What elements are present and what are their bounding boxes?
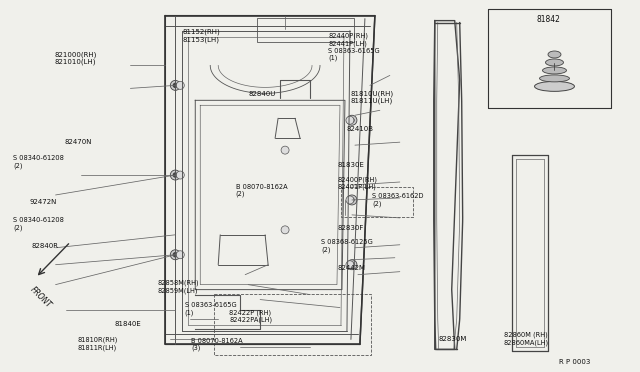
Circle shape xyxy=(176,251,184,259)
Text: 82860M (RH)
82860MA(LH): 82860M (RH) 82860MA(LH) xyxy=(504,332,549,346)
Text: 82858M(RH)
82859M(LH): 82858M(RH) 82859M(LH) xyxy=(157,280,199,294)
Text: 82422P (RH)
82422PA(LH): 82422P (RH) 82422PA(LH) xyxy=(229,310,273,324)
Text: 82442M: 82442M xyxy=(337,265,365,271)
Text: 82410B: 82410B xyxy=(347,126,374,132)
Circle shape xyxy=(170,170,180,180)
Text: 92472N: 92472N xyxy=(29,199,57,205)
Text: 82840U: 82840U xyxy=(248,91,276,97)
Text: S 08340-61208
(2): S 08340-61208 (2) xyxy=(13,155,65,169)
Circle shape xyxy=(347,195,357,205)
Ellipse shape xyxy=(545,59,563,66)
Text: 81840E: 81840E xyxy=(115,321,141,327)
Circle shape xyxy=(347,260,357,270)
Circle shape xyxy=(350,118,354,122)
Text: B 08070-8162A
(2): B 08070-8162A (2) xyxy=(236,184,287,197)
Circle shape xyxy=(350,263,354,267)
Text: 81810U(RH)
81811U(LH): 81810U(RH) 81811U(LH) xyxy=(351,90,394,104)
Circle shape xyxy=(176,81,184,89)
Circle shape xyxy=(170,250,180,260)
Ellipse shape xyxy=(543,67,566,74)
Circle shape xyxy=(350,198,354,202)
Text: S 08363-6165G
(1): S 08363-6165G (1) xyxy=(184,302,236,316)
Ellipse shape xyxy=(548,51,561,58)
Text: S 08368-6125G
(2): S 08368-6125G (2) xyxy=(321,239,373,253)
Text: 82830M: 82830M xyxy=(438,336,467,342)
Text: 81842: 81842 xyxy=(537,16,561,25)
Text: R P 0003: R P 0003 xyxy=(559,359,591,365)
Text: 82440P(RH)
82441P(LH)
S 08363-6165G
(1): 82440P(RH) 82441P(LH) S 08363-6165G (1) xyxy=(328,33,380,61)
Circle shape xyxy=(346,116,354,124)
Text: 821000(RH)
821010(LH): 821000(RH) 821010(LH) xyxy=(55,51,97,65)
Circle shape xyxy=(347,115,357,125)
Text: B 08070-8162A
(3): B 08070-8162A (3) xyxy=(191,338,243,352)
Ellipse shape xyxy=(540,75,570,82)
Circle shape xyxy=(173,253,177,257)
Text: S 08363-6162D
(2): S 08363-6162D (2) xyxy=(372,193,424,207)
Text: 82830F: 82830F xyxy=(337,225,364,231)
Circle shape xyxy=(173,173,177,177)
Circle shape xyxy=(170,80,180,90)
Text: 81810R(RH)
81811R(LH): 81810R(RH) 81811R(LH) xyxy=(77,337,118,350)
Text: FRONT: FRONT xyxy=(29,286,53,310)
Text: 82840R: 82840R xyxy=(31,243,58,249)
Text: 81830E: 81830E xyxy=(337,162,364,168)
Circle shape xyxy=(281,146,289,154)
Circle shape xyxy=(281,226,289,234)
Text: 82400P(RH)
82401P(LH): 82400P(RH) 82401P(LH) xyxy=(337,176,377,190)
Ellipse shape xyxy=(534,81,575,92)
Circle shape xyxy=(346,261,354,269)
Text: 82470N: 82470N xyxy=(65,139,92,145)
Text: S 08340-61208
(2): S 08340-61208 (2) xyxy=(13,217,65,231)
Text: 81152(RH)
81153(LH): 81152(RH) 81153(LH) xyxy=(182,29,220,43)
Circle shape xyxy=(176,171,184,179)
Circle shape xyxy=(346,196,354,204)
Circle shape xyxy=(173,83,177,87)
